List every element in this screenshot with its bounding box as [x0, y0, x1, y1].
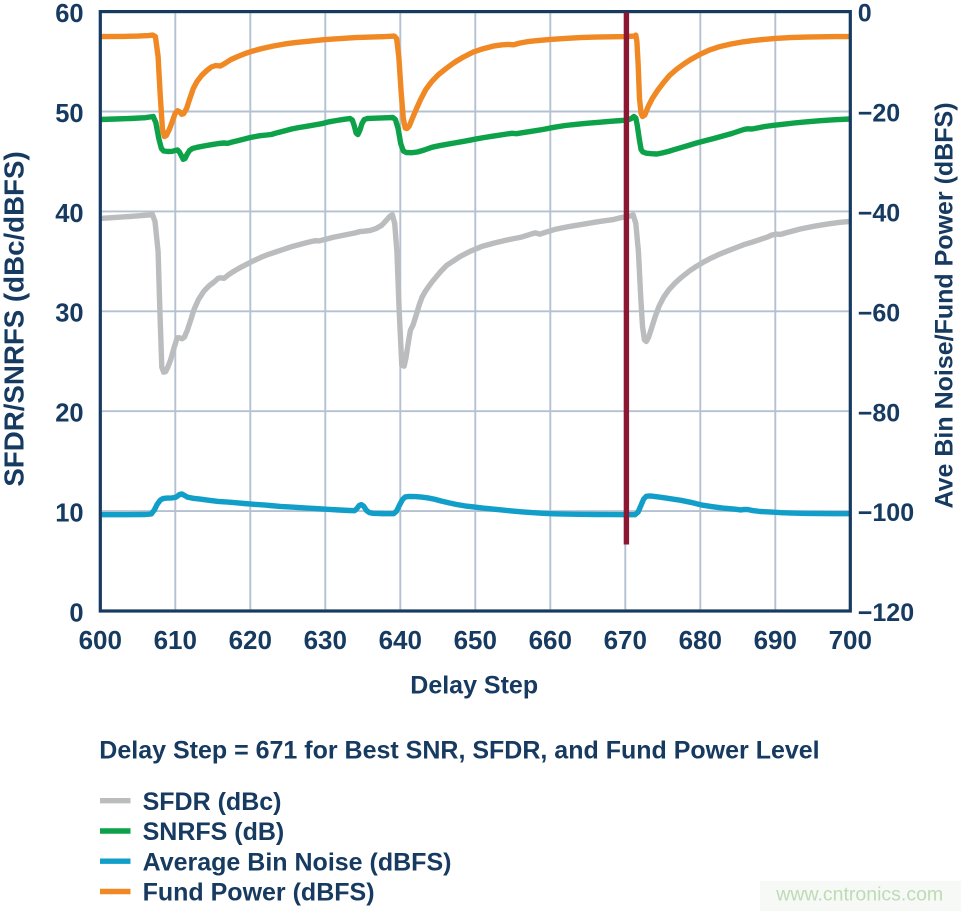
svg-text:−100: −100: [858, 499, 914, 527]
svg-text:−80: −80: [858, 399, 900, 427]
svg-text:0: 0: [69, 599, 83, 627]
svg-text:600: 600: [79, 625, 122, 655]
svg-text:Fund Power (dBFS): Fund Power (dBFS): [143, 879, 375, 907]
svg-text:60: 60: [55, 0, 83, 28]
svg-text:SFDR (dBc): SFDR (dBc): [143, 788, 282, 816]
svg-text:40: 40: [55, 200, 83, 228]
svg-text:630: 630: [304, 625, 347, 655]
svg-text:−40: −40: [858, 200, 900, 228]
svg-text:610: 610: [154, 625, 197, 655]
svg-text:690: 690: [754, 625, 797, 655]
svg-text:620: 620: [229, 625, 272, 655]
svg-text:Delay Step: Delay Step: [410, 671, 538, 699]
svg-text:Delay Step = 671 for Best SNR,: Delay Step = 671 for Best SNR, SFDR, and…: [99, 737, 819, 765]
svg-text:Ave Bin Noise/Fund Power (dBFS: Ave Bin Noise/Fund Power (dBFS): [930, 102, 958, 508]
svg-text:−20: −20: [858, 100, 900, 128]
svg-text:0: 0: [858, 0, 872, 28]
svg-text:680: 680: [679, 625, 722, 655]
svg-text:−60: −60: [858, 299, 900, 327]
svg-text:10: 10: [55, 500, 83, 528]
svg-text:SNRFS (dB): SNRFS (dB): [143, 818, 285, 846]
svg-text:SFDR/SNRFS (dBc/dBFS): SFDR/SNRFS (dBc/dBFS): [0, 151, 30, 486]
svg-text:650: 650: [454, 625, 497, 655]
svg-text:640: 640: [379, 625, 422, 655]
svg-text:Average Bin Noise (dBFS): Average Bin Noise (dBFS): [143, 848, 452, 876]
svg-text:50: 50: [55, 100, 83, 128]
svg-text:30: 30: [55, 300, 83, 328]
svg-text:700: 700: [829, 625, 872, 655]
svg-text:www.cntronics.com: www.cntronics.com: [775, 883, 943, 905]
svg-text:20: 20: [55, 400, 83, 428]
svg-text:−120: −120: [858, 599, 914, 627]
svg-text:660: 660: [529, 625, 572, 655]
svg-text:670: 670: [604, 625, 647, 655]
